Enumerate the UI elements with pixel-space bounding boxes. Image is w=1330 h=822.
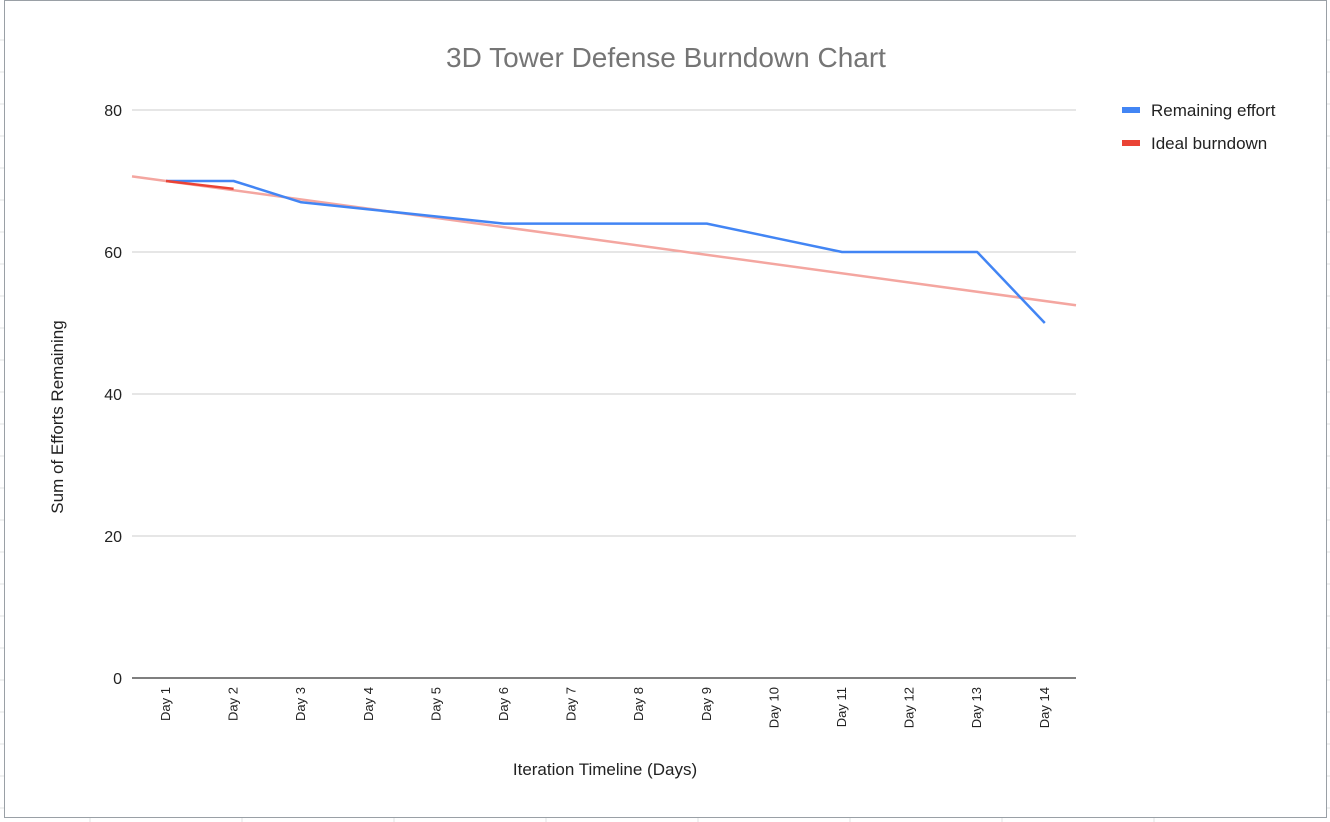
x-axis-title: Iteration Timeline (Days) <box>513 760 697 779</box>
x-tick-label: Day 10 <box>766 687 781 728</box>
chart-title: 3D Tower Defense Burndown Chart <box>446 42 886 73</box>
x-tick-label: Day 9 <box>699 687 714 721</box>
x-tick-label: Day 12 <box>902 687 917 728</box>
y-axis-title: Sum of Efforts Remaining <box>48 320 67 513</box>
y-tick-label: 20 <box>104 529 122 546</box>
chart-container[interactable]: 3D Tower Defense Burndown Chart 0 20 40 60 8… <box>4 0 1327 818</box>
x-tick-label: Day 13 <box>969 687 984 728</box>
legend-label: Ideal burndown <box>1151 134 1267 153</box>
x-tick-label: Day 8 <box>631 687 646 721</box>
legend-swatch <box>1122 107 1140 113</box>
x-tick-label: Day 5 <box>428 687 443 721</box>
y-tick-label: 60 <box>104 245 122 262</box>
y-tick-label: 80 <box>104 103 122 120</box>
series-line <box>165 179 234 191</box>
y-axis-ticks: 0 20 40 60 80 <box>104 103 122 688</box>
x-tick-label: Day 2 <box>226 687 241 721</box>
x-tick-label: Day 7 <box>564 687 579 721</box>
y-tick-label: 40 <box>104 387 122 404</box>
legend: Remaining effort Ideal burndown <box>1122 101 1276 153</box>
x-tick-label: Day 1 <box>158 687 173 721</box>
x-tick-label: Day 4 <box>361 687 376 721</box>
x-tick-label: Day 11 <box>834 687 849 727</box>
x-tick-label: Day 14 <box>1037 687 1052 728</box>
series-line <box>166 179 1046 324</box>
legend-label: Remaining effort <box>1151 101 1276 120</box>
x-axis-ticks: Day 1 Day 2 Day 3 Day 4 Day 5 Day 6 Day 7 Day 8… <box>158 687 1052 728</box>
legend-swatch <box>1122 140 1140 146</box>
series-layer <box>131 175 1077 324</box>
x-tick-label: Day 3 <box>293 687 308 721</box>
trendline <box>131 175 1077 307</box>
x-tick-label: Day 6 <box>496 687 511 721</box>
burndown-chart: 3D Tower Defense Burndown Chart 0 20 40 60 8… <box>48 42 1276 779</box>
y-tick-label: 0 <box>113 671 122 688</box>
